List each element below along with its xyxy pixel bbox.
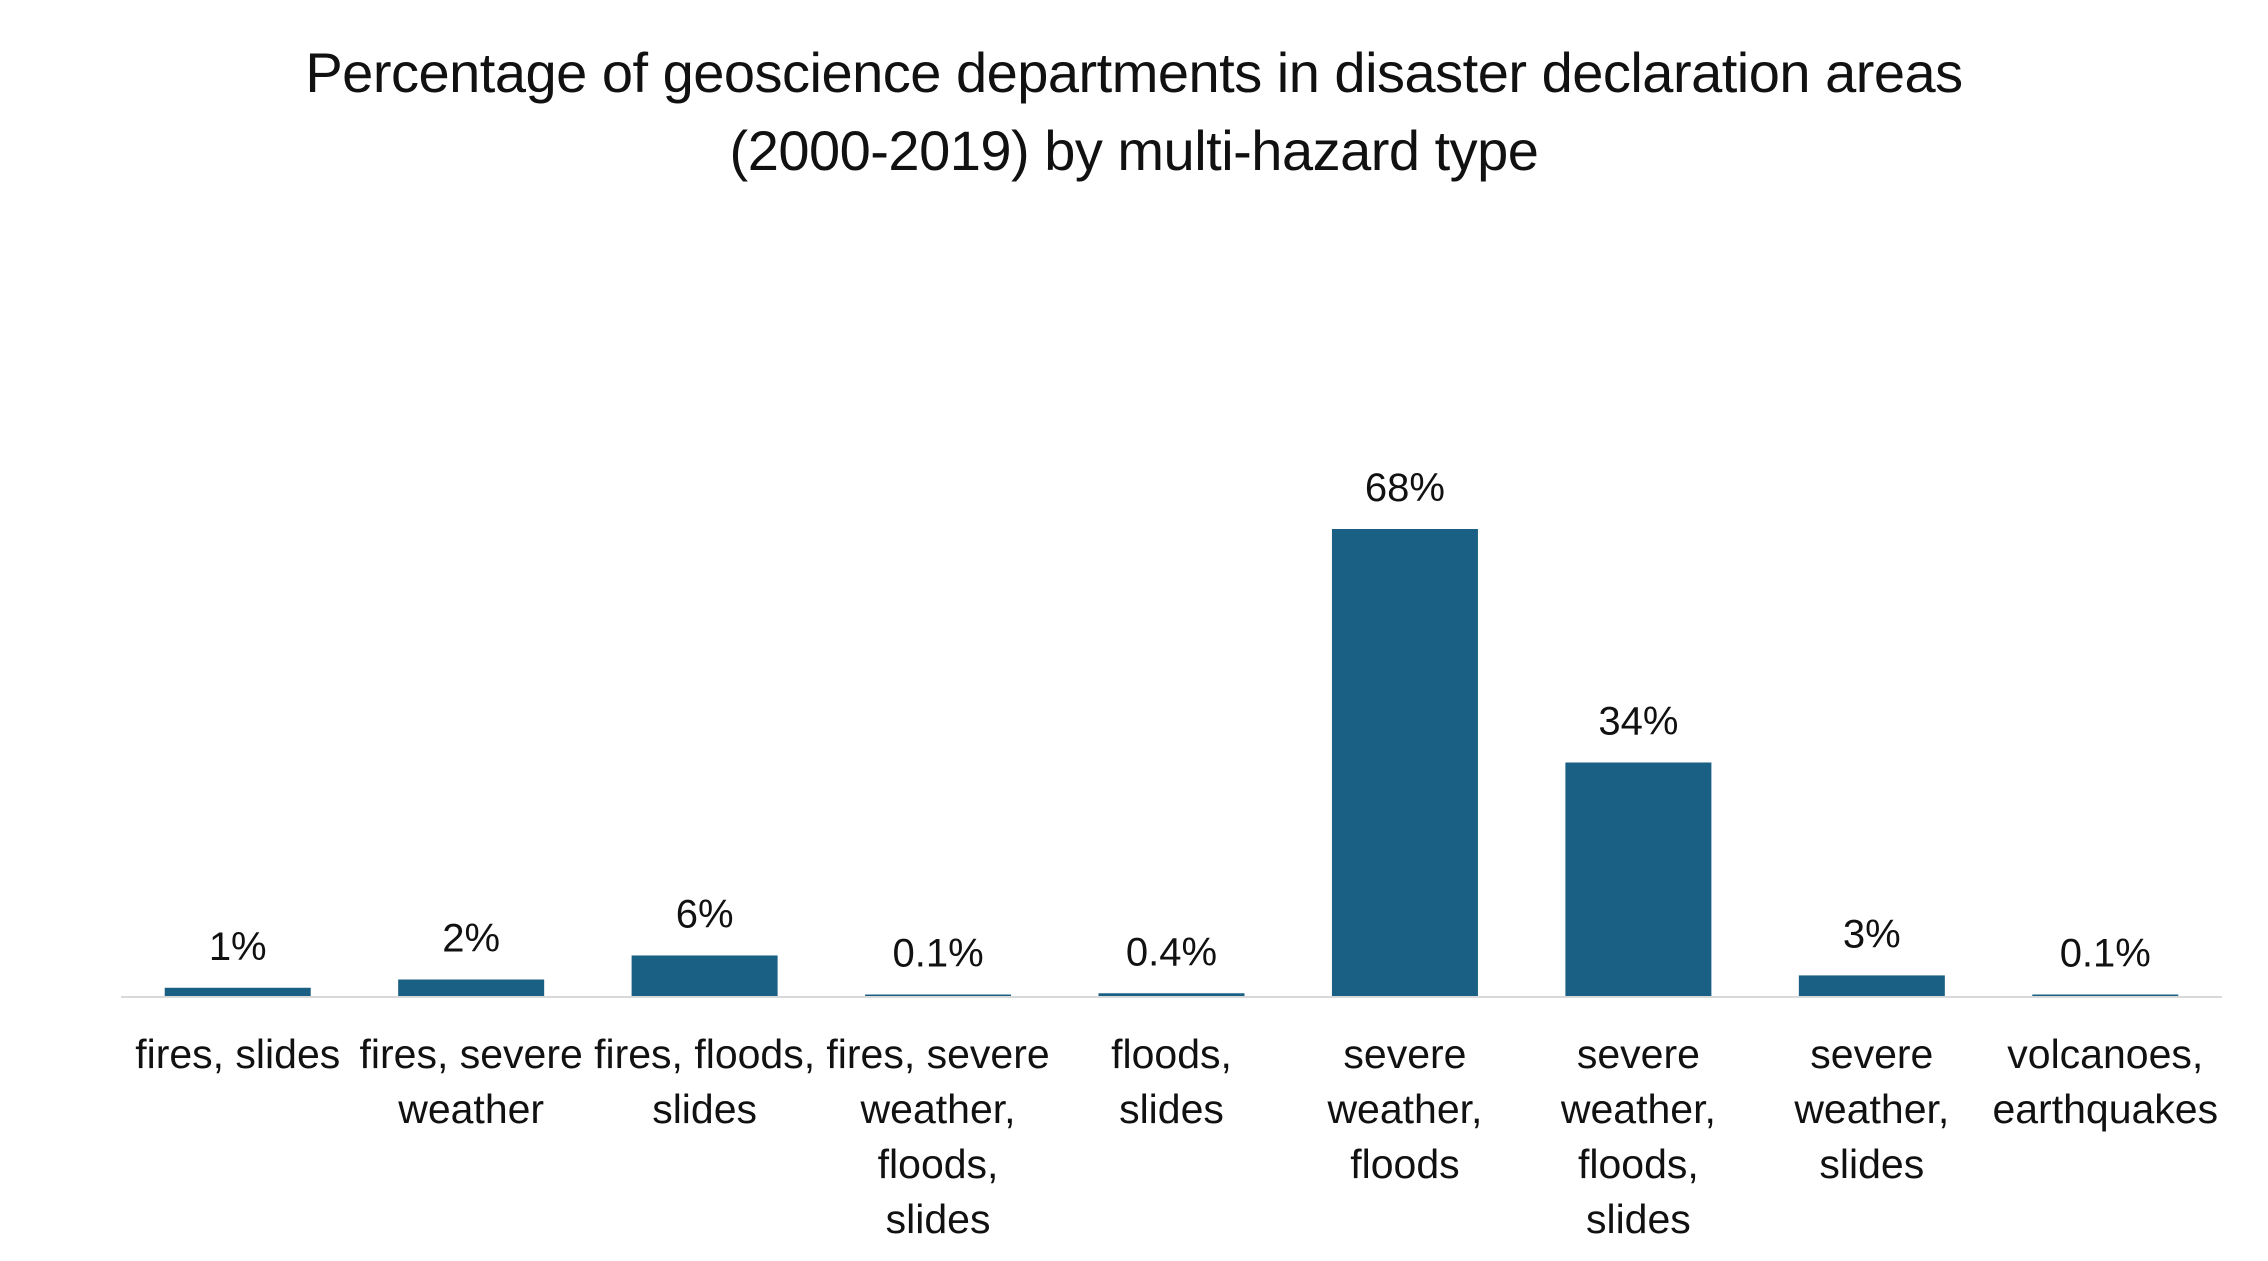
bar-6 [1565, 762, 1712, 996]
bar-4 [1098, 993, 1245, 996]
bar-3 [865, 994, 1012, 996]
category-label-3: fires, severe weather, floods, slides [826, 1031, 1049, 1242]
bar-7 [1798, 975, 1945, 996]
category-label-5-line-2: floods [1350, 1141, 1459, 1187]
category-label-4: floods, slides [1111, 1031, 1232, 1132]
category-label-3-line-0: fires, severe [826, 1031, 1049, 1077]
category-label-1: fires, severe weather [360, 1031, 583, 1132]
category-label-6-line-1: weather, [1560, 1086, 1716, 1132]
category-label-7-line-2: slides [1819, 1141, 1924, 1187]
category-label-7: severe weather, slides [1793, 1031, 1949, 1187]
category-label-8-line-0: volcanoes, [2007, 1031, 2203, 1077]
category-label-8-line-1: earthquakes [1992, 1086, 2218, 1132]
bars [164, 529, 2179, 996]
category-label-0: fires, slides [135, 1031, 340, 1077]
data-label-4: 0.4% [1126, 930, 1217, 974]
chart-title-line-1: Percentage of geoscience departments in … [305, 41, 1963, 104]
data-label-5: 68% [1365, 466, 1445, 510]
data-label-0: 1% [209, 925, 267, 969]
category-label-6-line-3: slides [1586, 1196, 1691, 1242]
category-label-2-line-1: slides [652, 1086, 757, 1132]
category-label-1-line-1: weather [397, 1086, 544, 1132]
category-label-5-line-0: severe [1343, 1031, 1466, 1077]
data-label-7: 3% [1843, 912, 1901, 956]
category-label-6: severe weather, floods, slides [1560, 1031, 1716, 1242]
category-label-5-line-1: weather, [1326, 1086, 1482, 1132]
data-label-3: 0.1% [892, 932, 983, 976]
category-label-8: volcanoes, earthquakes [1992, 1031, 2218, 1132]
category-label-2: fires, floods, slides [594, 1031, 815, 1132]
category-label-0-line-0: fires, slides [135, 1031, 340, 1077]
category-label-4-line-1: slides [1119, 1086, 1224, 1132]
category-label-3-line-3: slides [886, 1196, 991, 1242]
bar-5 [1331, 529, 1478, 996]
bar-2 [631, 955, 778, 996]
category-label-3-line-1: weather, [860, 1086, 1016, 1132]
chart-title-line-2: (2000-2019) by multi-hazard type [729, 119, 1539, 182]
category-label-5: severe weather, floods [1326, 1031, 1482, 1187]
category-label-7-line-1: weather, [1793, 1086, 1949, 1132]
category-label-6-line-0: severe [1577, 1031, 1700, 1077]
category-label-3-line-2: floods, [878, 1141, 999, 1187]
data-labels: 1% 2% 6% 0.1% 0.4% 68% 34% 3% 0.1% [209, 466, 2151, 976]
category-labels: fires, slides fires, severe weatherfires, … [135, 1031, 2218, 1242]
category-label-7-line-0: severe [1810, 1031, 1933, 1077]
category-label-6-line-2: floods, [1578, 1141, 1699, 1187]
category-label-2-line-0: fires, floods, [594, 1031, 815, 1077]
bar-0 [164, 987, 311, 996]
bar-1 [398, 979, 545, 996]
data-label-2: 6% [676, 892, 734, 936]
category-label-4-line-0: floods, [1111, 1031, 1232, 1077]
bar-8 [2032, 994, 2179, 996]
data-label-1: 2% [442, 917, 500, 961]
data-label-6: 34% [1598, 700, 1678, 744]
category-label-1-line-0: fires, severe [360, 1031, 583, 1077]
data-label-8: 0.1% [2060, 932, 2151, 976]
